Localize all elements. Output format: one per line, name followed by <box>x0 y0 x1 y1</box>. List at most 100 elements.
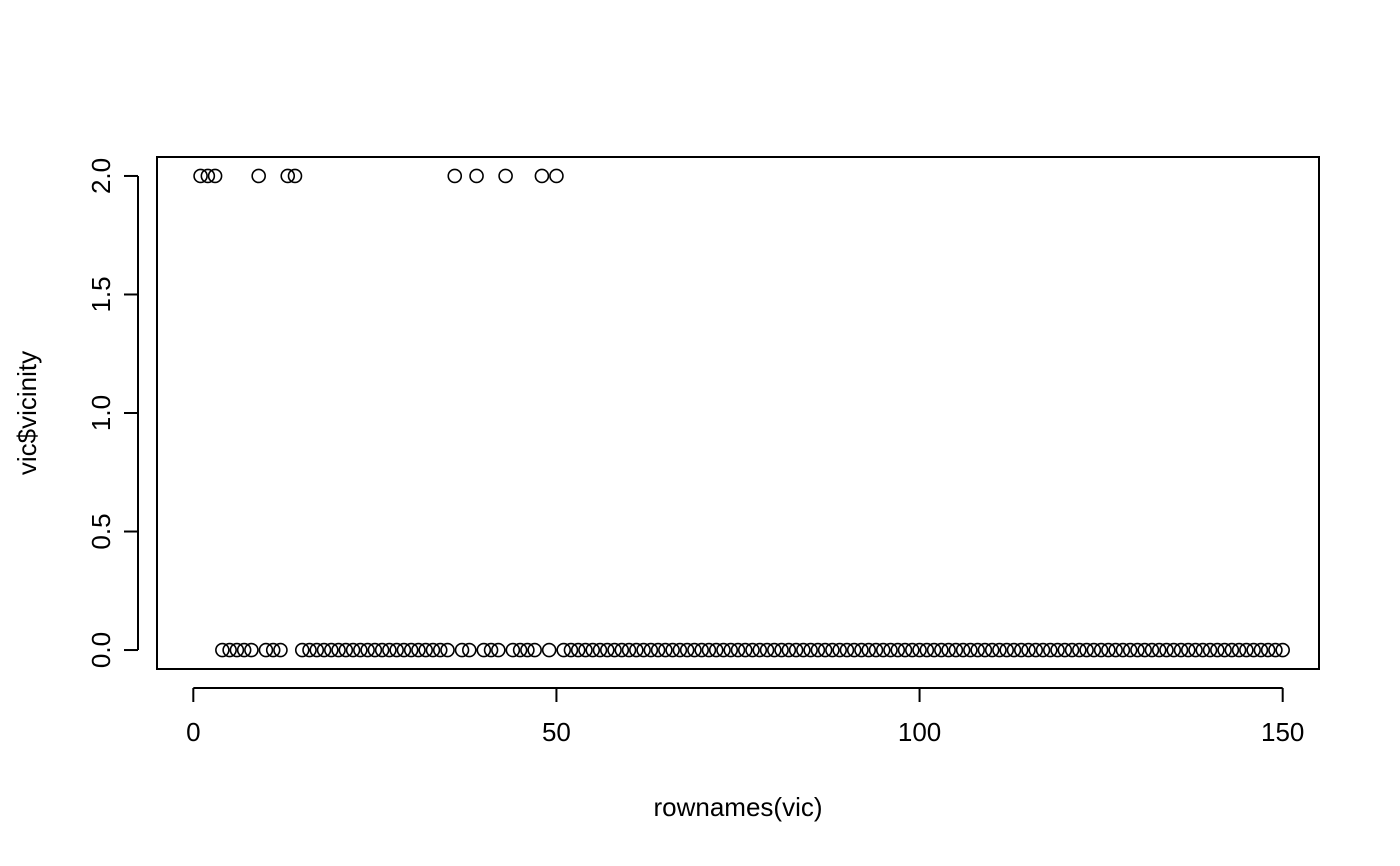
data-point <box>360 642 375 658</box>
data-point <box>425 642 441 658</box>
data-point <box>679 642 695 658</box>
data-point <box>570 642 586 658</box>
x-axis: 0 50 100 150 <box>186 687 1304 747</box>
data-point <box>752 642 768 658</box>
data-point <box>1006 642 1022 658</box>
data-point <box>817 642 833 658</box>
data-point <box>1253 642 1269 658</box>
data-point <box>200 168 216 184</box>
data-point <box>563 642 579 658</box>
data-point <box>585 642 601 658</box>
data-point <box>999 642 1015 658</box>
data-point <box>825 642 840 658</box>
data-point <box>970 642 985 658</box>
y-tick-label: 1.5 <box>86 276 116 312</box>
y-axis: 0.0 0.5 1.0 1.5 2.0 <box>86 158 139 668</box>
data-point <box>904 642 920 658</box>
data-point <box>1093 642 1109 658</box>
data-point <box>549 168 564 184</box>
data-point <box>432 642 448 658</box>
data-point <box>1144 642 1160 658</box>
data-point <box>759 642 775 658</box>
data-point <box>1173 642 1189 658</box>
data-point <box>440 642 455 658</box>
data-point <box>883 642 898 658</box>
data-point <box>629 642 644 658</box>
data-point <box>461 642 477 658</box>
data-point <box>963 642 978 658</box>
data-points <box>193 168 1290 658</box>
data-point <box>701 642 717 658</box>
data-point <box>614 642 630 658</box>
data-point <box>803 642 818 658</box>
data-point <box>737 642 753 658</box>
data-point <box>1035 642 1051 658</box>
data-point <box>229 642 245 658</box>
data-point <box>861 642 877 658</box>
x-axis-title: rownames(vic) <box>653 792 822 822</box>
data-point <box>1042 642 1058 658</box>
data-point <box>403 642 419 658</box>
data-point <box>992 642 1007 658</box>
data-point <box>1079 642 1094 658</box>
data-point <box>491 642 506 658</box>
data-point <box>658 642 673 658</box>
data-point <box>1202 642 1218 658</box>
data-point <box>251 168 266 184</box>
data-point <box>512 642 528 658</box>
data-point <box>374 642 390 658</box>
x-tick-label: 100 <box>898 717 941 747</box>
data-point <box>767 642 782 658</box>
data-point <box>1072 642 1087 658</box>
data-point <box>687 642 702 658</box>
data-point <box>1115 642 1131 658</box>
data-point <box>520 642 535 658</box>
data-point <box>578 642 593 658</box>
data-point <box>774 642 789 658</box>
data-point <box>955 642 971 658</box>
x-tick-label: 0 <box>186 717 200 747</box>
data-point <box>527 642 542 658</box>
data-point <box>411 642 426 658</box>
data-point <box>1180 642 1196 658</box>
plot-frame <box>156 156 1320 670</box>
y-tick-label: 2.0 <box>86 158 116 194</box>
data-point <box>447 168 463 184</box>
data-point <box>1166 642 1182 658</box>
data-point <box>810 642 826 658</box>
data-point <box>839 642 855 658</box>
data-point <box>636 642 651 658</box>
data-point <box>294 642 310 658</box>
data-point <box>1101 642 1116 658</box>
data-point <box>541 642 557 658</box>
data-point <box>323 642 339 658</box>
data-point <box>948 642 964 658</box>
data-point <box>650 642 666 658</box>
data-point <box>1217 642 1232 658</box>
data-point <box>977 642 993 658</box>
data-point <box>607 642 622 658</box>
data-point <box>244 642 259 658</box>
data-point <box>912 642 927 658</box>
data-point <box>854 642 869 658</box>
data-point <box>984 642 1000 658</box>
data-point <box>207 168 223 184</box>
data-point <box>643 642 659 658</box>
data-point <box>331 642 346 658</box>
x-tick-label: 150 <box>1261 717 1304 747</box>
data-point <box>926 642 942 658</box>
data-point <box>1064 642 1080 658</box>
data-point <box>941 642 956 658</box>
data-point <box>382 642 397 658</box>
data-point <box>788 642 804 658</box>
data-point <box>534 168 550 184</box>
x-tick-label: 50 <box>542 717 571 747</box>
data-point <box>1231 642 1247 658</box>
data-point <box>1013 642 1029 658</box>
data-point <box>1050 642 1065 658</box>
data-point <box>1195 642 1211 658</box>
data-point <box>316 642 332 658</box>
data-point <box>672 642 688 658</box>
data-point <box>745 642 760 658</box>
